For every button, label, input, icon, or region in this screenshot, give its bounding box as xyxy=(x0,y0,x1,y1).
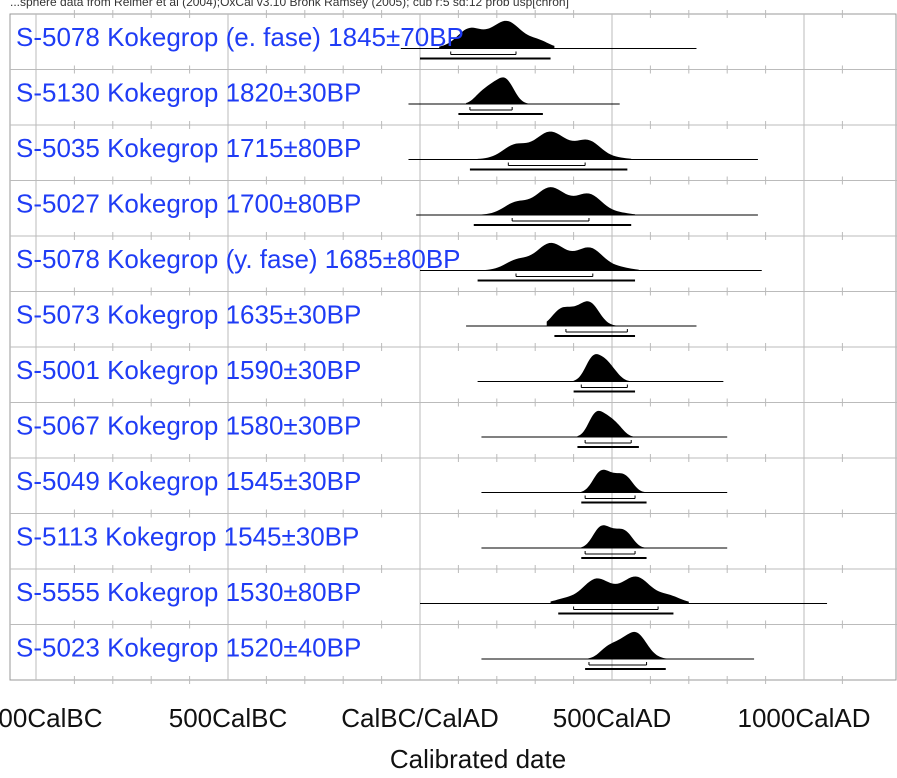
probability-curve xyxy=(577,410,639,437)
x-axis: 1000CalBC 500CalBC CalBC/CalAD 500CalAD 1000… xyxy=(0,703,870,733)
sample-label: S-5078 Kokegrop (y. fase) 1685±80BP xyxy=(16,244,461,274)
sample-distribution xyxy=(466,301,697,337)
sample-distribution xyxy=(400,20,697,60)
x-tick-label: 1000CalBC xyxy=(0,703,102,733)
probability-curve xyxy=(550,576,689,604)
sample-distribution xyxy=(481,525,728,559)
probability-curve xyxy=(466,77,543,104)
sample-label: S-5035 Kokegrop 1715±80BP xyxy=(16,133,361,163)
sample-label: S-5078 Kokegrop (e. fase) 1845±70BP xyxy=(16,22,464,52)
x-tick-label: 500CalAD xyxy=(553,703,672,733)
sample-distribution xyxy=(420,242,762,282)
sample-distribution xyxy=(481,631,755,670)
sample-label: S-5555 Kokegrop 1530±80BP xyxy=(16,577,361,607)
sample-label: S-5001 Kokegrop 1590±30BP xyxy=(16,355,361,385)
sample-label: S-5023 Kokegrop 1520±40BP xyxy=(16,633,361,663)
sample-label: S-5113 Kokegrop 1545±30BP xyxy=(16,522,359,552)
sample-distribution xyxy=(481,469,728,504)
sample-label: S-5027 Kokegrop 1700±80BP xyxy=(16,189,361,219)
sample-distribution xyxy=(408,77,620,115)
sample-distribution xyxy=(420,576,828,615)
sample-label: S-5067 Kokegrop 1580±30BP xyxy=(16,411,361,441)
x-tick-label: CalBC/CalAD xyxy=(341,703,499,733)
sample-label: S-5073 Kokegrop 1635±30BP xyxy=(16,300,361,330)
sample-labels-layer: S-5078 Kokegrop (e. fase) 1845±70BP S-513… xyxy=(16,22,464,663)
sample-distribution xyxy=(481,410,728,448)
probability-curve xyxy=(585,631,670,659)
probability-curve xyxy=(581,469,651,493)
sample-label: S-5130 Kokegrop 1820±30BP xyxy=(16,78,361,108)
grid-lines xyxy=(9,10,897,684)
probability-curve xyxy=(485,242,639,271)
x-tick-label: 1000CalAD xyxy=(738,703,871,733)
x-axis-title: Calibrated date xyxy=(390,744,566,774)
probability-curve xyxy=(581,525,651,548)
sample-label: S-5049 Kokegrop 1545±30BP xyxy=(16,466,361,496)
distributions-layer xyxy=(400,20,828,670)
sample-distribution xyxy=(416,187,758,226)
sample-distribution xyxy=(408,131,758,171)
probability-curve xyxy=(546,301,624,326)
probability-curve xyxy=(439,20,555,49)
probability-curve xyxy=(477,131,632,160)
sample-distribution xyxy=(477,354,724,393)
x-tick-label: 500CalBC xyxy=(169,703,288,733)
chart-header-text: ...sphere data from Reimer et al (2004);… xyxy=(10,0,569,9)
probability-curve xyxy=(573,354,636,382)
probability-curve xyxy=(481,187,636,215)
